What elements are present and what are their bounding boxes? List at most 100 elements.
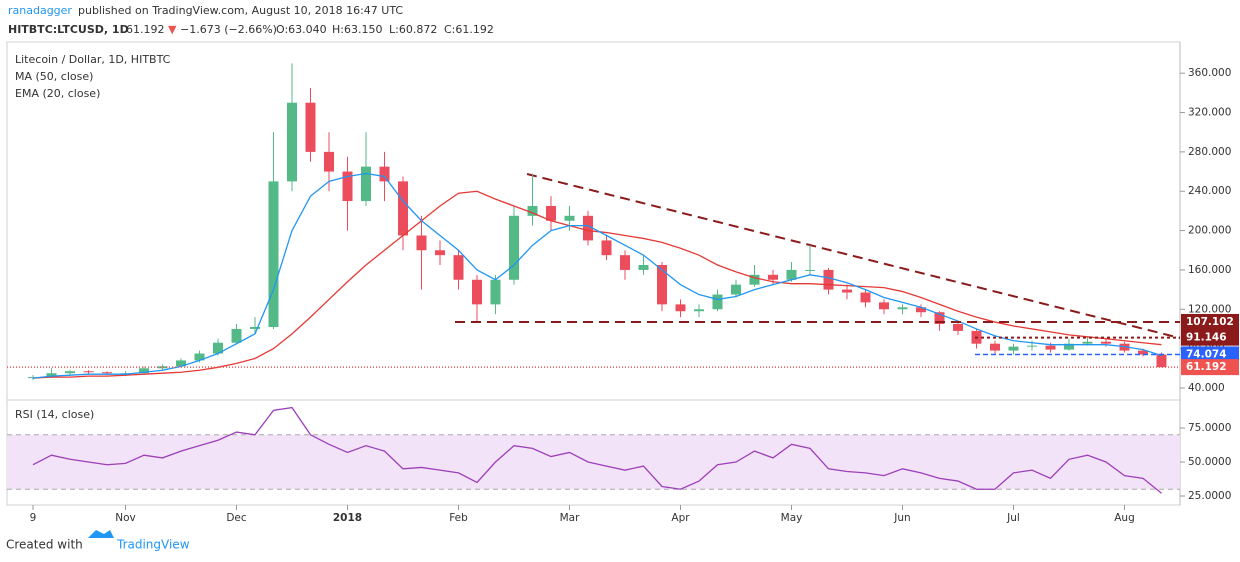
y-tick-label: 120.000 [1188,303,1231,315]
candle-body [620,255,630,270]
y-tick-label: 360.000 [1188,67,1231,79]
x-tick-label: Nov [115,512,136,524]
candle-body [231,328,242,343]
x-tick-label: Aug [1114,512,1135,524]
candle-body [1138,350,1148,355]
candle-body [157,366,168,369]
legend-ma: MA (50, close) [15,70,93,83]
price-title: Litecoin / Dollar, 1D, HITBTC [15,53,171,66]
change: −1.673 (−2.66%) [180,23,277,36]
candle-body [102,372,112,374]
candle-body [83,371,94,373]
candle-body [453,255,464,280]
x-tick-label: Jul [1006,512,1020,524]
candle-body [250,326,260,329]
candle-body [990,343,1000,351]
x-tick-label: Apr [671,512,690,524]
candle-body [1027,345,1037,347]
candle-body [1156,354,1167,368]
candle-body [398,181,408,236]
indicator-line [32,172,1162,379]
x-tick-label: 9 [30,512,37,524]
candle-body [139,368,149,374]
candle-body [305,102,316,152]
price-label: 74.074 [1186,348,1227,360]
candle-body [342,171,353,202]
ohlc-high: H:63.150 [332,23,382,36]
rsi-title: RSI (14, close) [15,408,94,421]
candle-body [435,250,445,256]
candle-body [768,274,778,280]
x-tick-label: Dec [226,512,247,524]
change-arrow: ▼ [168,23,177,36]
candle-body [287,102,297,182]
x-tick-label: Mar [560,512,580,524]
candle-body [509,215,519,280]
y-tick-label: 320.000 [1188,107,1231,119]
indicator-line [32,190,1162,379]
candle-body [472,279,482,305]
price-label: 107.102 [1186,316,1234,328]
candle-body [1082,341,1093,344]
candle-body [712,294,723,310]
y-tick-label: 75.0000 [1188,422,1231,434]
candle-body [823,269,834,290]
candle-body [1064,343,1074,350]
symbol: HITBTC:LTCUSD, 1D [8,23,129,36]
x-tick-label: May [781,512,803,524]
x-tick-label: Jun [893,512,910,524]
candle-body [268,181,279,327]
y-tick-label: 160.000 [1188,264,1231,276]
created-with: Created with [6,538,83,552]
candle-body [194,353,205,361]
y-tick-label: 25.0000 [1188,490,1231,502]
x-tick-label: 2018 [333,512,362,524]
candle-body [897,307,908,310]
ohlc-close: C:61.192 [444,23,494,36]
candle-body [1101,341,1111,344]
candle-body [379,166,390,182]
candle-body [546,205,556,221]
candle-body [176,360,186,367]
candle-body [879,302,889,310]
price-label-bg [1181,346,1239,363]
candle-body [694,309,704,312]
candle-body [601,240,612,256]
candle-body [361,166,371,202]
y-tick-label: 200.000 [1188,225,1231,237]
candle-body [583,215,593,241]
price-label: 91.146 [1186,332,1227,344]
y-tick-label: 240.000 [1188,185,1231,197]
price-label-bg [1181,329,1239,346]
author[interactable]: ranadagger [8,4,72,17]
candle-body [934,312,945,325]
last-price: 61.192 [126,23,165,36]
ohlc-open: O:63.040 [276,23,327,36]
published: published on TradingView.com, August 10,… [78,4,403,17]
candle-body [1008,346,1019,351]
brand[interactable]: TradingView [116,538,190,552]
candle-body [731,284,741,295]
candle-body [213,342,223,354]
y-tick-label: 40.000 [1188,382,1225,394]
ohlc-low: L:60.872 [389,23,437,36]
candle-body [749,274,760,285]
rsi-band [7,434,1180,490]
candle-body [805,269,815,271]
candle-body [65,371,75,374]
price-label-bg [1181,313,1239,330]
candle-body [953,324,963,331]
y-tick-label: 280.000 [1188,146,1231,158]
candle-body [324,151,334,172]
candle-body [416,235,427,251]
candle-body [675,304,686,312]
price-label-bg [1181,359,1239,376]
rsi-line [32,406,1162,494]
candle-body [46,373,57,378]
candle-body [786,269,797,280]
candle-body [564,215,575,221]
legend-ema: EMA (20, close) [15,87,100,100]
candle-body [638,265,649,270]
price-label: 61.192 [1186,361,1227,373]
